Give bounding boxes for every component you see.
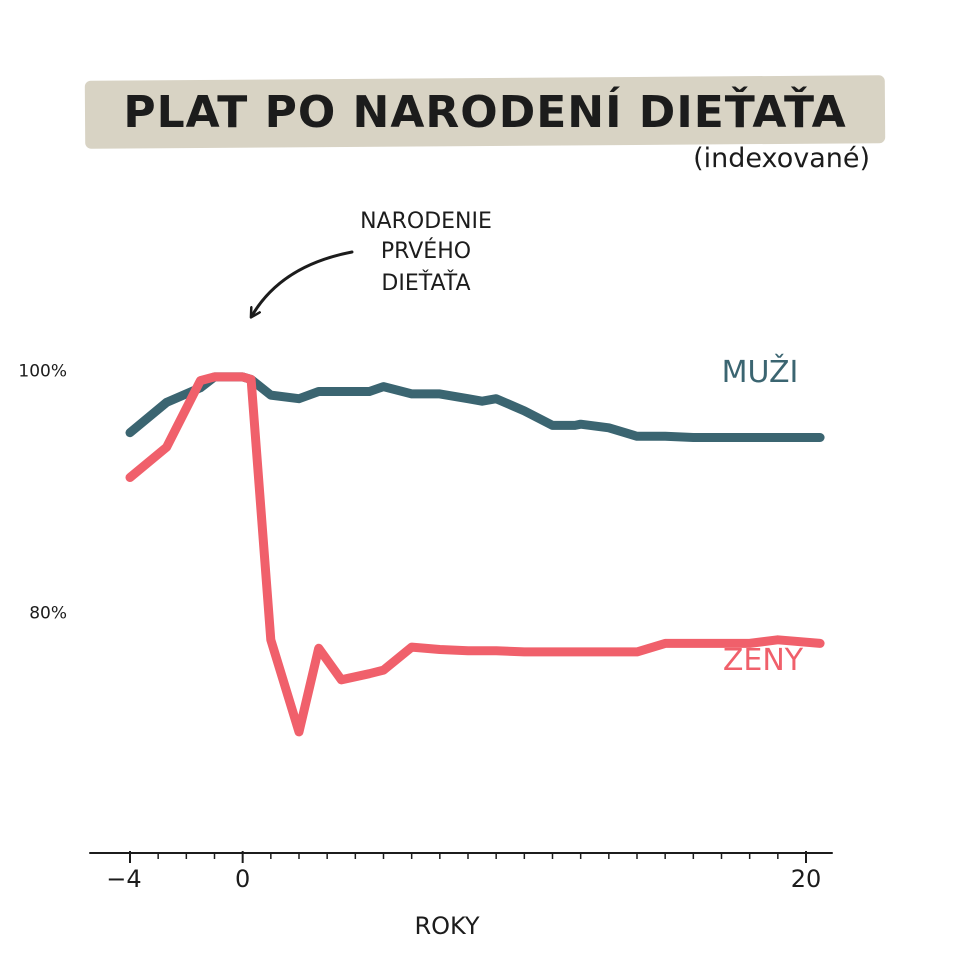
chart-title: PLAT PO NARODENÍ DIEŤAŤA (123, 86, 847, 138)
annotation-line-2: PRVÉHO (381, 238, 471, 264)
series-label-zeny: ŽENY (723, 642, 804, 678)
series-line-zeny (125, 372, 825, 737)
x-axis-label: ROKY (414, 912, 479, 940)
annotation-arrow (253, 250, 354, 314)
axes: −4 0 20 ROKY 80% 100% (18, 361, 833, 940)
y-tick-label: 80% (29, 604, 67, 624)
labels-group: MUŽI ŽENY (722, 354, 804, 678)
x-tick-label: 0 (235, 865, 250, 893)
annotation-line-1: NARODENIE (360, 209, 492, 234)
x-tick-label: −4 (106, 865, 141, 893)
x-tick-label: 20 (791, 865, 822, 893)
y-tick-label: 100% (18, 361, 67, 381)
series-line-muzi (125, 372, 825, 442)
series-group (125, 372, 825, 737)
series-label-muzi: MUŽI (722, 354, 799, 390)
annotation-line-3: DIEŤAŤA (381, 270, 470, 296)
chart-subtitle: (indexované) (693, 143, 870, 174)
annotation: NARODENIE PRVÉHO DIEŤAŤA (253, 209, 492, 314)
